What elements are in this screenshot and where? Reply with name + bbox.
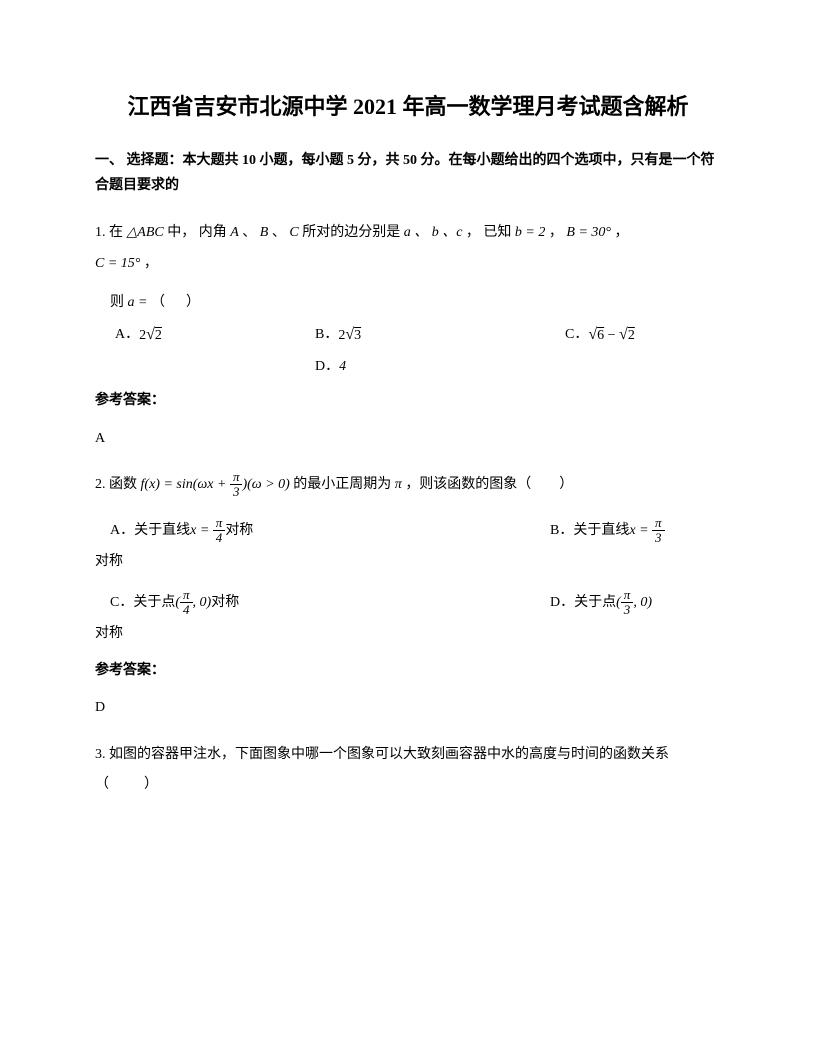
q2-text2: ，则该函数的图象（ ） <box>405 477 573 492</box>
q1-aeq: a = <box>128 295 148 310</box>
q1-sep1: 、 <box>242 225 256 240</box>
q2-options: A．关于直线 x = π4 对称 B．关于直线 x = π3 对称 C．关于点 … <box>95 516 721 645</box>
q1-A: A <box>230 225 239 240</box>
q1-text1: 中， 内角 <box>167 225 227 240</box>
q1-then: 则 <box>110 295 124 310</box>
section-header: 一、 选择题：本大题共 10 小题，每小题 5 分，共 50 分。在每小题给出的… <box>95 148 721 198</box>
q2-prefix: 2. 函数 <box>95 477 137 492</box>
q1-options: A． 2√2 B． 2√3 C． √6 − √2 D． 4 <box>115 322 721 378</box>
q2-option-row-ab: A．关于直线 x = π4 对称 B．关于直线 x = π3 <box>95 516 721 546</box>
q1-optB-label: B． <box>315 324 338 346</box>
q2-optA-suffix: 对称 <box>225 520 253 542</box>
q2-continuation-2: 对称 <box>95 623 721 645</box>
q1-cond3: C = 15° <box>95 256 140 271</box>
q2-optA-label: A．关于直线 <box>110 520 190 542</box>
q1-comma2: ， <box>614 225 628 240</box>
q1-cond1: b = 2 <box>515 225 545 240</box>
q1-sep2: 、 <box>272 225 286 240</box>
q1-optA-label: A． <box>115 324 139 346</box>
q1-cond2: B = 30° <box>566 225 611 240</box>
q1-text3: ， 已知 <box>466 225 512 240</box>
q2-optB-label: B．关于直线 <box>550 520 629 542</box>
q1-paren: （ ） <box>151 295 200 310</box>
q1-comma3: ， <box>144 256 158 271</box>
q1-triangle: △ABC <box>127 225 164 240</box>
q2-func: f(x) = sin(ωx + π3)(ω > 0) <box>141 477 290 492</box>
q2-optC-suffix: 对称 <box>211 592 239 614</box>
q1-option-row-1: A． 2√2 B． 2√3 C． √6 − √2 <box>115 322 721 348</box>
q1-option-c: C． √6 − √2 <box>565 322 715 348</box>
q1-optA-val: 2√2 <box>139 322 162 348</box>
q2-option-a: A．关于直线 x = π4 对称 <box>110 516 550 546</box>
q1-abc: a 、 b 、c <box>404 225 463 240</box>
q1-text2: 所对的边分别是 <box>302 225 400 240</box>
q1-option-b: B． 2√3 <box>315 322 565 348</box>
q2-answer: D <box>95 697 721 719</box>
q2-option-b: B．关于直线 x = π3 <box>550 516 665 546</box>
q1-prefix: 1. 在 <box>95 225 123 240</box>
question-2: 2. 函数 f(x) = sin(ωx + π3)(ω > 0) 的最小正周期为… <box>95 470 721 501</box>
q1-optB-val: 2√3 <box>338 322 361 348</box>
question-1: 1. 在 △ABC 中， 内角 A 、 B 、 C 所对的边分别是 a 、 b … <box>95 218 721 280</box>
q1-comma1: ， <box>549 225 563 240</box>
document-title: 江西省吉安市北源中学 2021 年高一数学理月考试题含解析 <box>95 90 721 123</box>
q2-option-d: D．关于点 (π3, 0) <box>550 588 652 618</box>
q1-B: B <box>260 225 269 240</box>
q1-optC-val: √6 − √2 <box>588 322 634 348</box>
q1-optC-label: C． <box>565 324 588 346</box>
q1-option-row-2: D． 4 <box>315 356 721 378</box>
q1-answer-label: 参考答案： <box>95 390 721 412</box>
q1-option-a: A． 2√2 <box>115 322 315 348</box>
q1-option-d: D． 4 <box>315 356 346 378</box>
q2-optD-label: D．关于点 <box>550 592 616 614</box>
q2-option-row-cd: C．关于点 (π4, 0) 对称 D．关于点 (π3, 0) <box>95 588 721 618</box>
q2-text1: 的最小正周期为 <box>293 477 391 492</box>
q2-optC-label: C．关于点 <box>110 592 175 614</box>
q2-continuation-1: 对称 <box>95 551 721 573</box>
q3-text: 3. 如图的容器甲注水，下面图象中哪一个图象可以大致刻画容器中水的高度与时间的函… <box>95 747 669 793</box>
q2-optB-val: x = π3 <box>629 516 664 546</box>
q2-optD-val: (π3, 0) <box>616 588 652 618</box>
question-3: 3. 如图的容器甲注水，下面图象中哪一个图象可以大致刻画容器中水的高度与时间的函… <box>95 740 721 802</box>
q2-optA-val: x = π4 <box>190 516 225 546</box>
q2-option-c: C．关于点 (π4, 0) 对称 <box>110 588 550 618</box>
q1-C: C <box>289 225 298 240</box>
q1-optD-val: 4 <box>339 356 346 378</box>
q2-period: π <box>395 477 402 492</box>
q2-optC-val: (π4, 0) <box>175 588 211 618</box>
q1-answer: A <box>95 428 721 450</box>
q1-then-row: 则 a = （ ） <box>110 292 721 314</box>
q2-answer-label: 参考答案： <box>95 660 721 682</box>
q1-optD-label: D． <box>315 356 339 378</box>
